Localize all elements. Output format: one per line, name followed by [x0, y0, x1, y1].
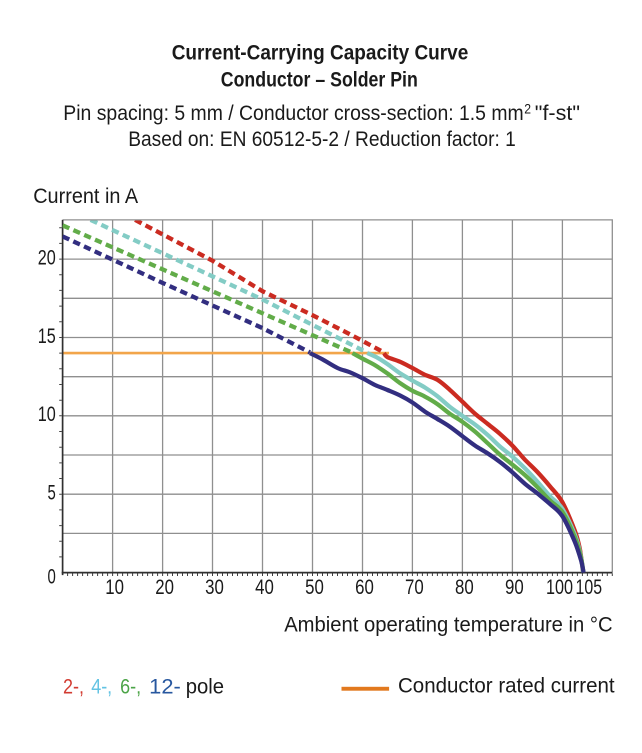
svg-text:40: 40	[255, 576, 274, 599]
svg-text:Conductor – Solder Pin: Conductor – Solder Pin	[221, 68, 418, 91]
svg-text:pole: pole	[186, 676, 224, 699]
svg-text:12-: 12-	[149, 676, 181, 699]
svg-text:105: 105	[576, 576, 603, 599]
svg-text:Current-Carrying Capacity Curv: Current-Carrying Capacity Curve	[172, 42, 469, 65]
svg-text:Ambient operating temperature: Ambient operating temperature in °C	[284, 614, 612, 637]
svg-text:15: 15	[38, 325, 56, 348]
svg-text:10: 10	[38, 403, 56, 426]
svg-text:100: 100	[546, 576, 573, 599]
svg-text:60: 60	[355, 576, 374, 599]
svg-text:70: 70	[405, 576, 424, 599]
svg-text:Based on: EN 60512-5-2 / Reduc: Based on: EN 60512-5-2 / Reduction facto…	[128, 128, 516, 151]
svg-text:5: 5	[48, 482, 56, 505]
svg-text:80: 80	[455, 576, 474, 599]
svg-text:"f-st": "f-st"	[535, 102, 580, 125]
svg-text:10: 10	[105, 576, 124, 599]
svg-text:2: 2	[524, 102, 531, 117]
svg-text:6-,: 6-,	[120, 676, 141, 699]
svg-text:Pin spacing: 5 mm / Conductor: Pin spacing: 5 mm / Conductor cross-sect…	[63, 102, 523, 125]
svg-text:20: 20	[38, 246, 56, 269]
svg-text:2-,: 2-,	[63, 676, 84, 699]
svg-text:4-,: 4-,	[91, 676, 112, 699]
svg-text:50: 50	[305, 576, 324, 599]
svg-text:Conductor rated current: Conductor rated current	[398, 675, 615, 698]
svg-text:20: 20	[155, 576, 174, 599]
svg-text:Current in A: Current in A	[33, 185, 138, 208]
svg-text:30: 30	[205, 576, 224, 599]
svg-text:0: 0	[48, 565, 56, 588]
svg-text:90: 90	[505, 576, 524, 599]
